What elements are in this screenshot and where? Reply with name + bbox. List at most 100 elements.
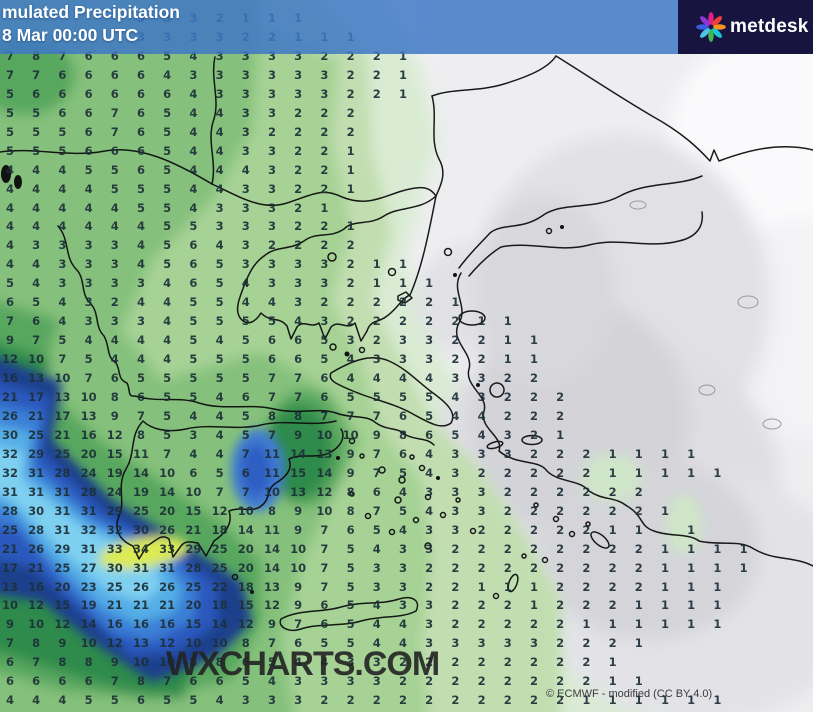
precip-value: 9 [294,503,303,518]
precip-value: 8 [58,655,67,670]
precip-value: 11 [263,522,281,537]
precip-value: 9 [110,408,119,423]
precip-value: 2 [346,257,355,272]
precip-value: 4 [267,674,277,689]
precip-value: 4 [58,219,67,234]
precip-value: 1 [529,579,539,594]
precip-value: 6 [110,86,119,101]
precip-value: 31 [80,503,97,518]
precip-value: 14 [263,560,281,575]
precip-value: 5 [241,408,250,423]
precip-value: 4 [5,238,15,253]
precip-value: 2 [425,314,434,329]
precip-value: 3 [451,465,460,480]
precip-value: 4 [163,276,172,291]
precip-value: 25 [28,427,45,442]
precip-value: 6 [136,67,146,82]
precip-value: 2 [529,427,539,442]
precip-value: 4 [372,541,381,556]
precip-value: 5 [215,465,224,480]
precip-value: 13 [290,484,307,499]
precip-value: 2 [346,124,355,139]
precip-value: 2 [582,579,591,594]
precip-value: 4 [32,276,41,291]
precip-value: 5 [58,333,67,348]
precip-value: 3 [267,181,277,196]
precip-value: 2 [529,390,539,404]
precip-value: 2 [320,693,329,708]
precip-value: 1 [687,579,696,594]
precip-value: 3 [294,276,303,291]
precip-value: 6 [110,48,119,63]
precip-value: 1 [503,314,512,329]
precip-value: 3 [241,105,250,120]
precip-value: 2 [294,238,303,253]
precip-value: 1 [713,579,722,594]
precip-value: 1 [634,636,643,651]
precip-value: 2 [529,408,539,423]
precip-value: 3 [136,276,146,291]
precip-value: 3 [294,48,303,63]
precip-value: 4 [58,693,67,708]
precip-value: 6 [215,674,224,689]
precip-value: 5 [163,390,172,404]
precip-value: 26 [159,579,176,594]
precip-value: 3 [84,295,93,310]
precip-value: 8 [32,48,41,63]
precip-value: 2 [451,655,460,670]
precip-value: 15 [54,598,71,613]
precip-value: 2 [529,465,539,480]
precip-value: 5 [215,276,224,291]
precip-value: 2 [529,560,539,575]
precip-value: 2 [425,560,434,575]
precip-value: 5 [346,560,355,575]
precip-value: 14 [290,446,307,461]
precip-value: 5 [189,333,198,348]
precip-value: 4 [163,295,172,310]
ecmwf-attribution: © ECMWF - modified (CC BY 4.0) [546,688,713,700]
precip-value: 3 [320,257,329,272]
precip-value: 4 [5,181,15,196]
precip-value: 5 [189,219,198,234]
precip-value: 2 [503,655,512,670]
precip-value: 4 [215,333,224,348]
precip-value: 4 [136,219,146,234]
precip-value: 3 [372,579,381,594]
precip-value: 1 [582,617,591,632]
precip-value: 3 [320,67,329,82]
precip-value: 3 [346,333,355,348]
precip-value: 10 [263,484,281,499]
precip-value: 2 [451,314,460,329]
precip-value: 27 [80,560,97,575]
precip-value: 5 [84,693,93,708]
precip-value: 14 [80,617,97,632]
precip-value: 4 [294,314,303,329]
precip-value: 28 [54,465,71,480]
precip-value: 30 [28,503,45,518]
precip-value: 2 [556,579,565,594]
precip-value: 2 [608,560,617,575]
precip-value: 3 [241,238,250,253]
precip-value: 15 [106,446,123,461]
precip-value: 2 [529,693,539,708]
precip-value: 22 [211,579,228,594]
precip-value: 3 [241,124,250,139]
precip-value: 4 [5,162,15,177]
precip-value: 2 [267,238,277,253]
precip-value: 7 [110,105,119,120]
precip-value: 8 [189,655,198,670]
precip-value: 17 [54,408,71,423]
precip-value: 2 [398,674,408,689]
precip-value: 5 [110,181,119,196]
precip-value: 2 [503,560,512,575]
precip-value: 4 [136,238,146,253]
precip-value: 2 [477,674,486,689]
precip-value: 2 [398,314,408,329]
precip-value: 4 [32,181,41,196]
precip-value: 4 [215,238,224,253]
precip-value: 1 [608,674,617,689]
precip-value: 1 [346,143,355,158]
precip-value: 31 [28,484,45,499]
precip-value: 3 [372,560,381,575]
